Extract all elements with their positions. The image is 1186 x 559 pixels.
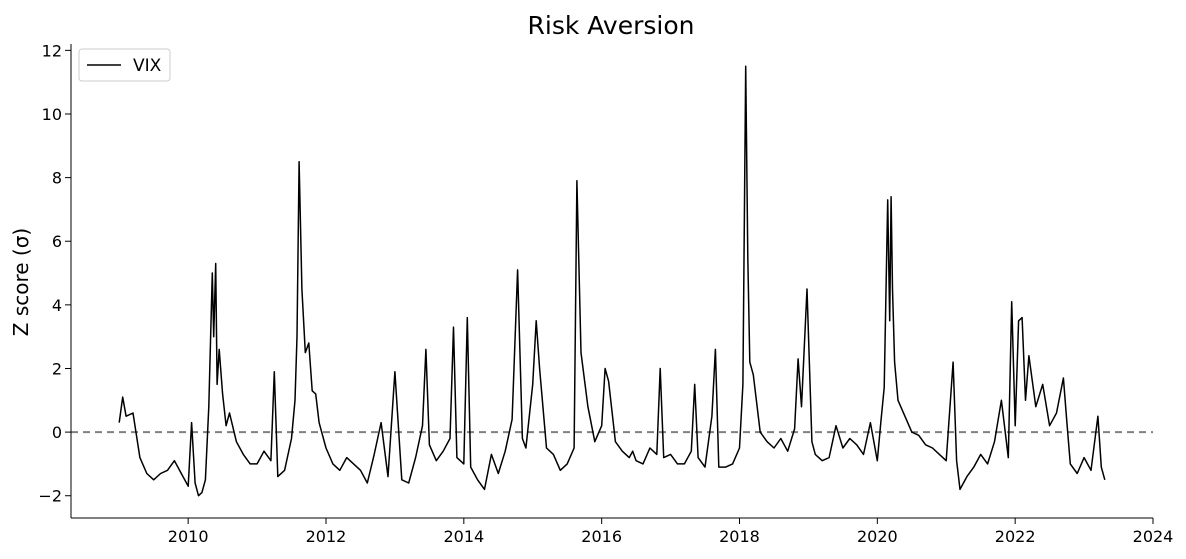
y-tick-label: 12 <box>42 41 62 60</box>
x-tick-label: 2022 <box>995 527 1036 546</box>
x-axis-ticks: 2010 2012 2014 2016 2018 2020 2022 2024 <box>168 518 1174 546</box>
y-tick-label: 4 <box>52 296 62 315</box>
y-tick-label: 10 <box>42 105 62 124</box>
x-tick-label: 2010 <box>168 527 209 546</box>
y-tick-label: 6 <box>52 232 62 251</box>
x-tick-label: 2018 <box>719 527 760 546</box>
y-axis-ticks: −2 0 2 4 6 8 10 12 <box>38 41 71 506</box>
y-tick-label: 0 <box>52 423 62 442</box>
y-tick-label: 8 <box>52 169 62 188</box>
chart-title: Risk Aversion <box>528 11 695 40</box>
series-layer <box>118 65 1106 497</box>
series-line-vix <box>118 65 1106 497</box>
y-axis-label: Z score (σ) <box>9 228 33 336</box>
x-tick-label: 2012 <box>306 527 347 546</box>
x-tick-label: 2016 <box>581 527 622 546</box>
legend: VIX <box>78 48 171 82</box>
x-tick-label: 2024 <box>1133 527 1174 546</box>
legend-label-vix: VIX <box>133 56 162 76</box>
x-tick-label: 2014 <box>443 527 484 546</box>
y-tick-label: 2 <box>52 359 62 378</box>
legend-frame <box>78 48 171 82</box>
plot-area <box>71 65 1153 497</box>
y-tick-label: −2 <box>38 487 62 506</box>
x-tick-label: 2020 <box>857 527 898 546</box>
